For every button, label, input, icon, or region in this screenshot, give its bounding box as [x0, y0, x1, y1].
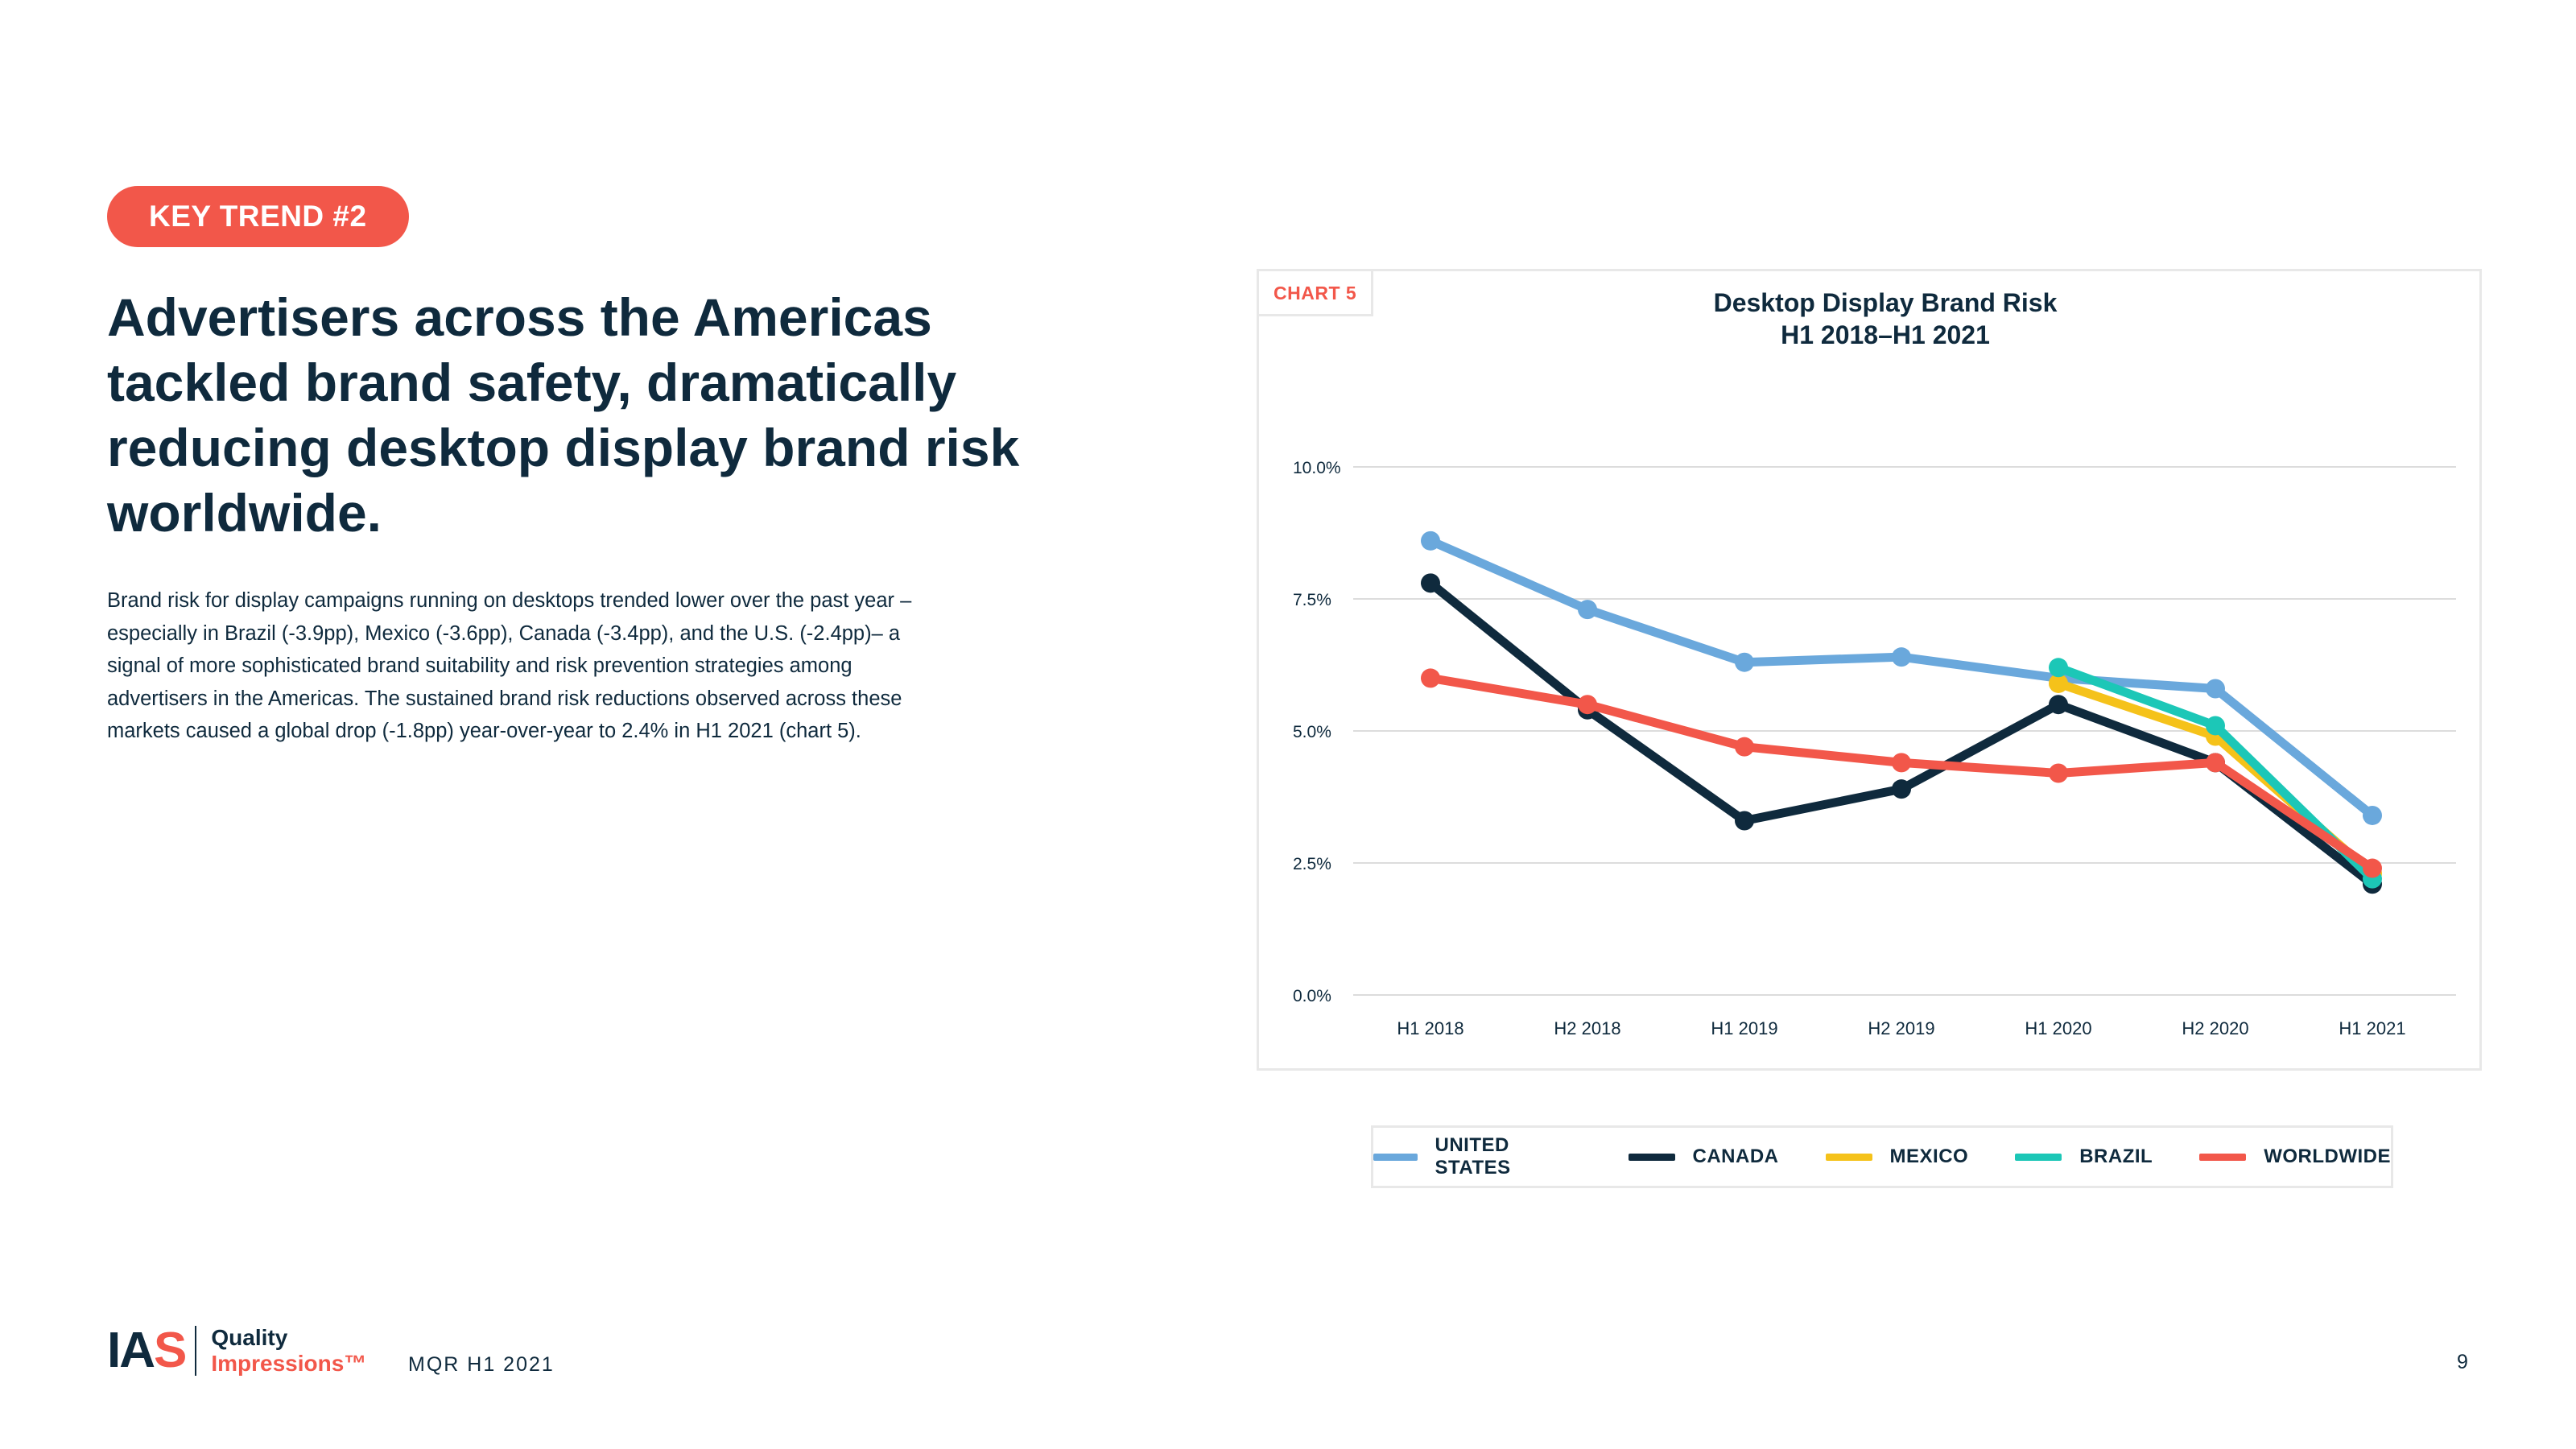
legend-label: CANADA — [1692, 1146, 1779, 1167]
chart-title: Desktop Display Brand Risk — [1714, 288, 2058, 317]
series-canada — [1421, 573, 2382, 894]
x-tick-label: H1 2021 — [2339, 1018, 2405, 1038]
legend-item: BRAZIL — [2015, 1146, 2153, 1168]
legend-item: UNITED STATES — [1373, 1134, 1582, 1179]
legend-item: CANADA — [1628, 1146, 1779, 1168]
data-point — [1735, 737, 1754, 757]
data-point — [2206, 716, 2225, 736]
legend-swatch — [1628, 1153, 1675, 1161]
legend-label: UNITED STATES — [1435, 1134, 1511, 1179]
line-chart: Desktop Display Brand Risk H1 2018–H1 20… — [1293, 288, 2456, 1038]
data-point — [2206, 679, 2225, 699]
x-tick-label: H2 2018 — [1554, 1018, 1620, 1038]
chart-legend: UNITED STATES CANADA MEXICO BRAZIL WORLDWIDE — [1371, 1125, 2393, 1188]
y-tick-label: 0.0% — [1293, 987, 1331, 1005]
data-point — [2049, 658, 2068, 678]
chart-tag: CHART 5 — [1259, 271, 1374, 316]
legend-swatch — [1373, 1153, 1418, 1161]
legend-label: BRAZIL — [2079, 1146, 2153, 1167]
data-point — [2049, 695, 2068, 715]
y-tick-label: 5.0% — [1293, 723, 1331, 741]
chart-card: CHART 5 Desktop Display Brand Risk H1 20… — [1257, 269, 2482, 1071]
data-point — [1892, 647, 1911, 667]
data-point — [1421, 668, 1440, 688]
data-point — [1892, 779, 1911, 799]
logo-divider — [195, 1326, 197, 1376]
data-point — [1735, 811, 1754, 831]
series-worldwide — [1421, 668, 2382, 878]
data-point — [2363, 858, 2382, 878]
x-tick-label: H1 2020 — [2025, 1018, 2091, 1038]
page-headline: Advertisers across the Americas tackled … — [107, 287, 1020, 543]
y-tick-label: 7.5% — [1293, 591, 1331, 609]
data-point — [1578, 695, 1597, 715]
x-tick-label: H1 2018 — [1397, 1018, 1463, 1038]
x-tick-label: H2 2019 — [1868, 1018, 1934, 1038]
chart-subtitle: H1 2018–H1 2021 — [1781, 320, 1990, 349]
legend-item: MEXICO — [1825, 1146, 1969, 1168]
x-tick-label: H1 2019 — [1711, 1018, 1777, 1038]
legend-label: MEXICO — [1889, 1146, 1969, 1167]
legend-label: WORLDWIDE — [2264, 1146, 2391, 1167]
body-paragraph: Brand risk for display campaigns running… — [107, 589, 912, 742]
legend-item: WORLDWIDE — [2199, 1146, 2391, 1168]
legend-swatch — [2199, 1153, 2247, 1161]
data-point — [2363, 805, 2382, 825]
data-point — [2049, 673, 2068, 693]
y-tick-label: 10.0% — [1293, 459, 1341, 477]
data-point — [1421, 530, 1440, 551]
logo-wordmark: Quality Impressions™ — [211, 1325, 367, 1376]
data-point — [1578, 600, 1597, 620]
x-tick-label: H2 2020 — [2182, 1018, 2248, 1038]
data-point — [1735, 652, 1754, 672]
legend-swatch — [2015, 1153, 2062, 1161]
data-point — [1892, 753, 1911, 773]
data-point — [1421, 573, 1440, 593]
series-line — [1426, 578, 2377, 889]
logo-mark: IAS — [107, 1323, 187, 1378]
data-point — [2206, 753, 2225, 773]
ias-logo: IAS Quality Impressions™ — [107, 1323, 366, 1378]
page-number: 9 — [2457, 1351, 2468, 1373]
legend-swatch — [1825, 1153, 1872, 1161]
key-trend-badge: KEY TREND #2 — [107, 186, 409, 247]
report-label: MQR H1 2021 — [408, 1353, 555, 1376]
y-tick-label: 2.5% — [1293, 855, 1331, 873]
data-point — [2049, 763, 2068, 783]
